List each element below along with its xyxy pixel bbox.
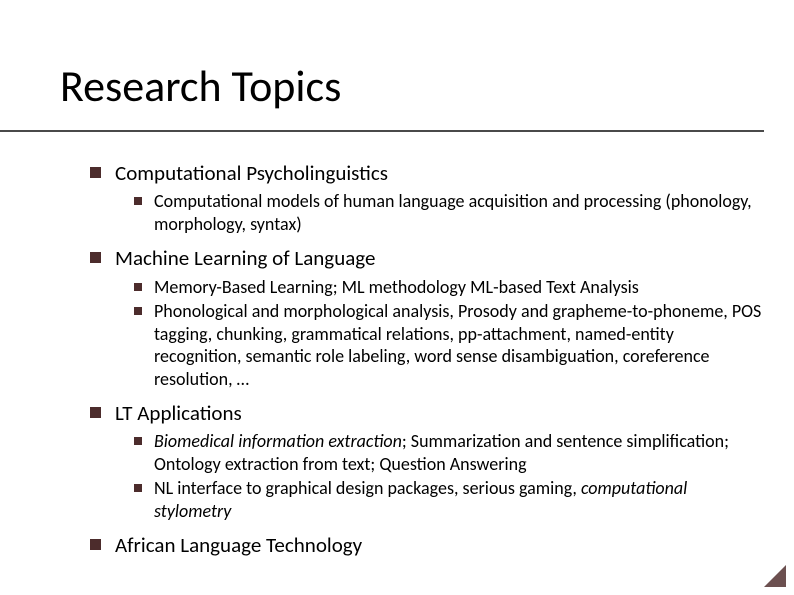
sublist: Memory-Based Learning; ML methodology ML…: [134, 276, 764, 391]
sublist: Computational models of human language a…: [134, 190, 764, 235]
sublist-item-text: Phonological and morphological analysis,…: [154, 300, 764, 390]
sublist-item: Memory-Based Learning; ML methodology ML…: [134, 276, 764, 299]
square-bullet-icon: [134, 437, 142, 445]
square-bullet-icon: [134, 197, 142, 205]
list-item: Machine Learning of Language: [90, 245, 764, 271]
list-item-label: Machine Learning of Language: [115, 245, 375, 271]
square-bullet-icon: [90, 539, 101, 550]
title-block: Research Topics: [60, 62, 774, 110]
sublist: Biomedical information extraction; Summa…: [134, 430, 764, 522]
square-bullet-icon: [134, 283, 142, 291]
sublist-item: Biomedical information extraction; Summa…: [134, 430, 764, 475]
slide-title: Research Topics: [60, 62, 774, 110]
content-body: Computational Psycholinguistics Computat…: [90, 160, 764, 563]
square-bullet-icon: [90, 167, 101, 178]
square-bullet-icon: [90, 252, 101, 263]
list-item-label: African Language Technology: [115, 532, 362, 558]
slide: Research Topics Computational Psycholing…: [0, 0, 794, 595]
sublist-item: Computational models of human language a…: [134, 190, 764, 235]
list-item: African Language Technology: [90, 532, 764, 558]
sublist-item: Phonological and morphological analysis,…: [134, 300, 764, 390]
square-bullet-icon: [134, 484, 142, 492]
list-item-label: Computational Psycholinguistics: [115, 160, 388, 186]
sublist-item-text: Biomedical information extraction; Summa…: [154, 430, 764, 475]
list-item: LT Applications: [90, 400, 764, 426]
sublist-item: NL interface to graphical design package…: [134, 477, 764, 522]
sublist-item-text: Computational models of human language a…: [154, 190, 764, 235]
square-bullet-icon: [90, 407, 101, 418]
list-item-label: LT Applications: [115, 400, 242, 426]
square-bullet-icon: [134, 307, 142, 315]
list-item: Computational Psycholinguistics: [90, 160, 764, 186]
title-rule: [0, 130, 764, 132]
sublist-item-text: NL interface to graphical design package…: [154, 477, 764, 522]
corner-decoration-icon: [760, 561, 786, 587]
sublist-item-text: Memory-Based Learning; ML methodology ML…: [154, 276, 639, 299]
